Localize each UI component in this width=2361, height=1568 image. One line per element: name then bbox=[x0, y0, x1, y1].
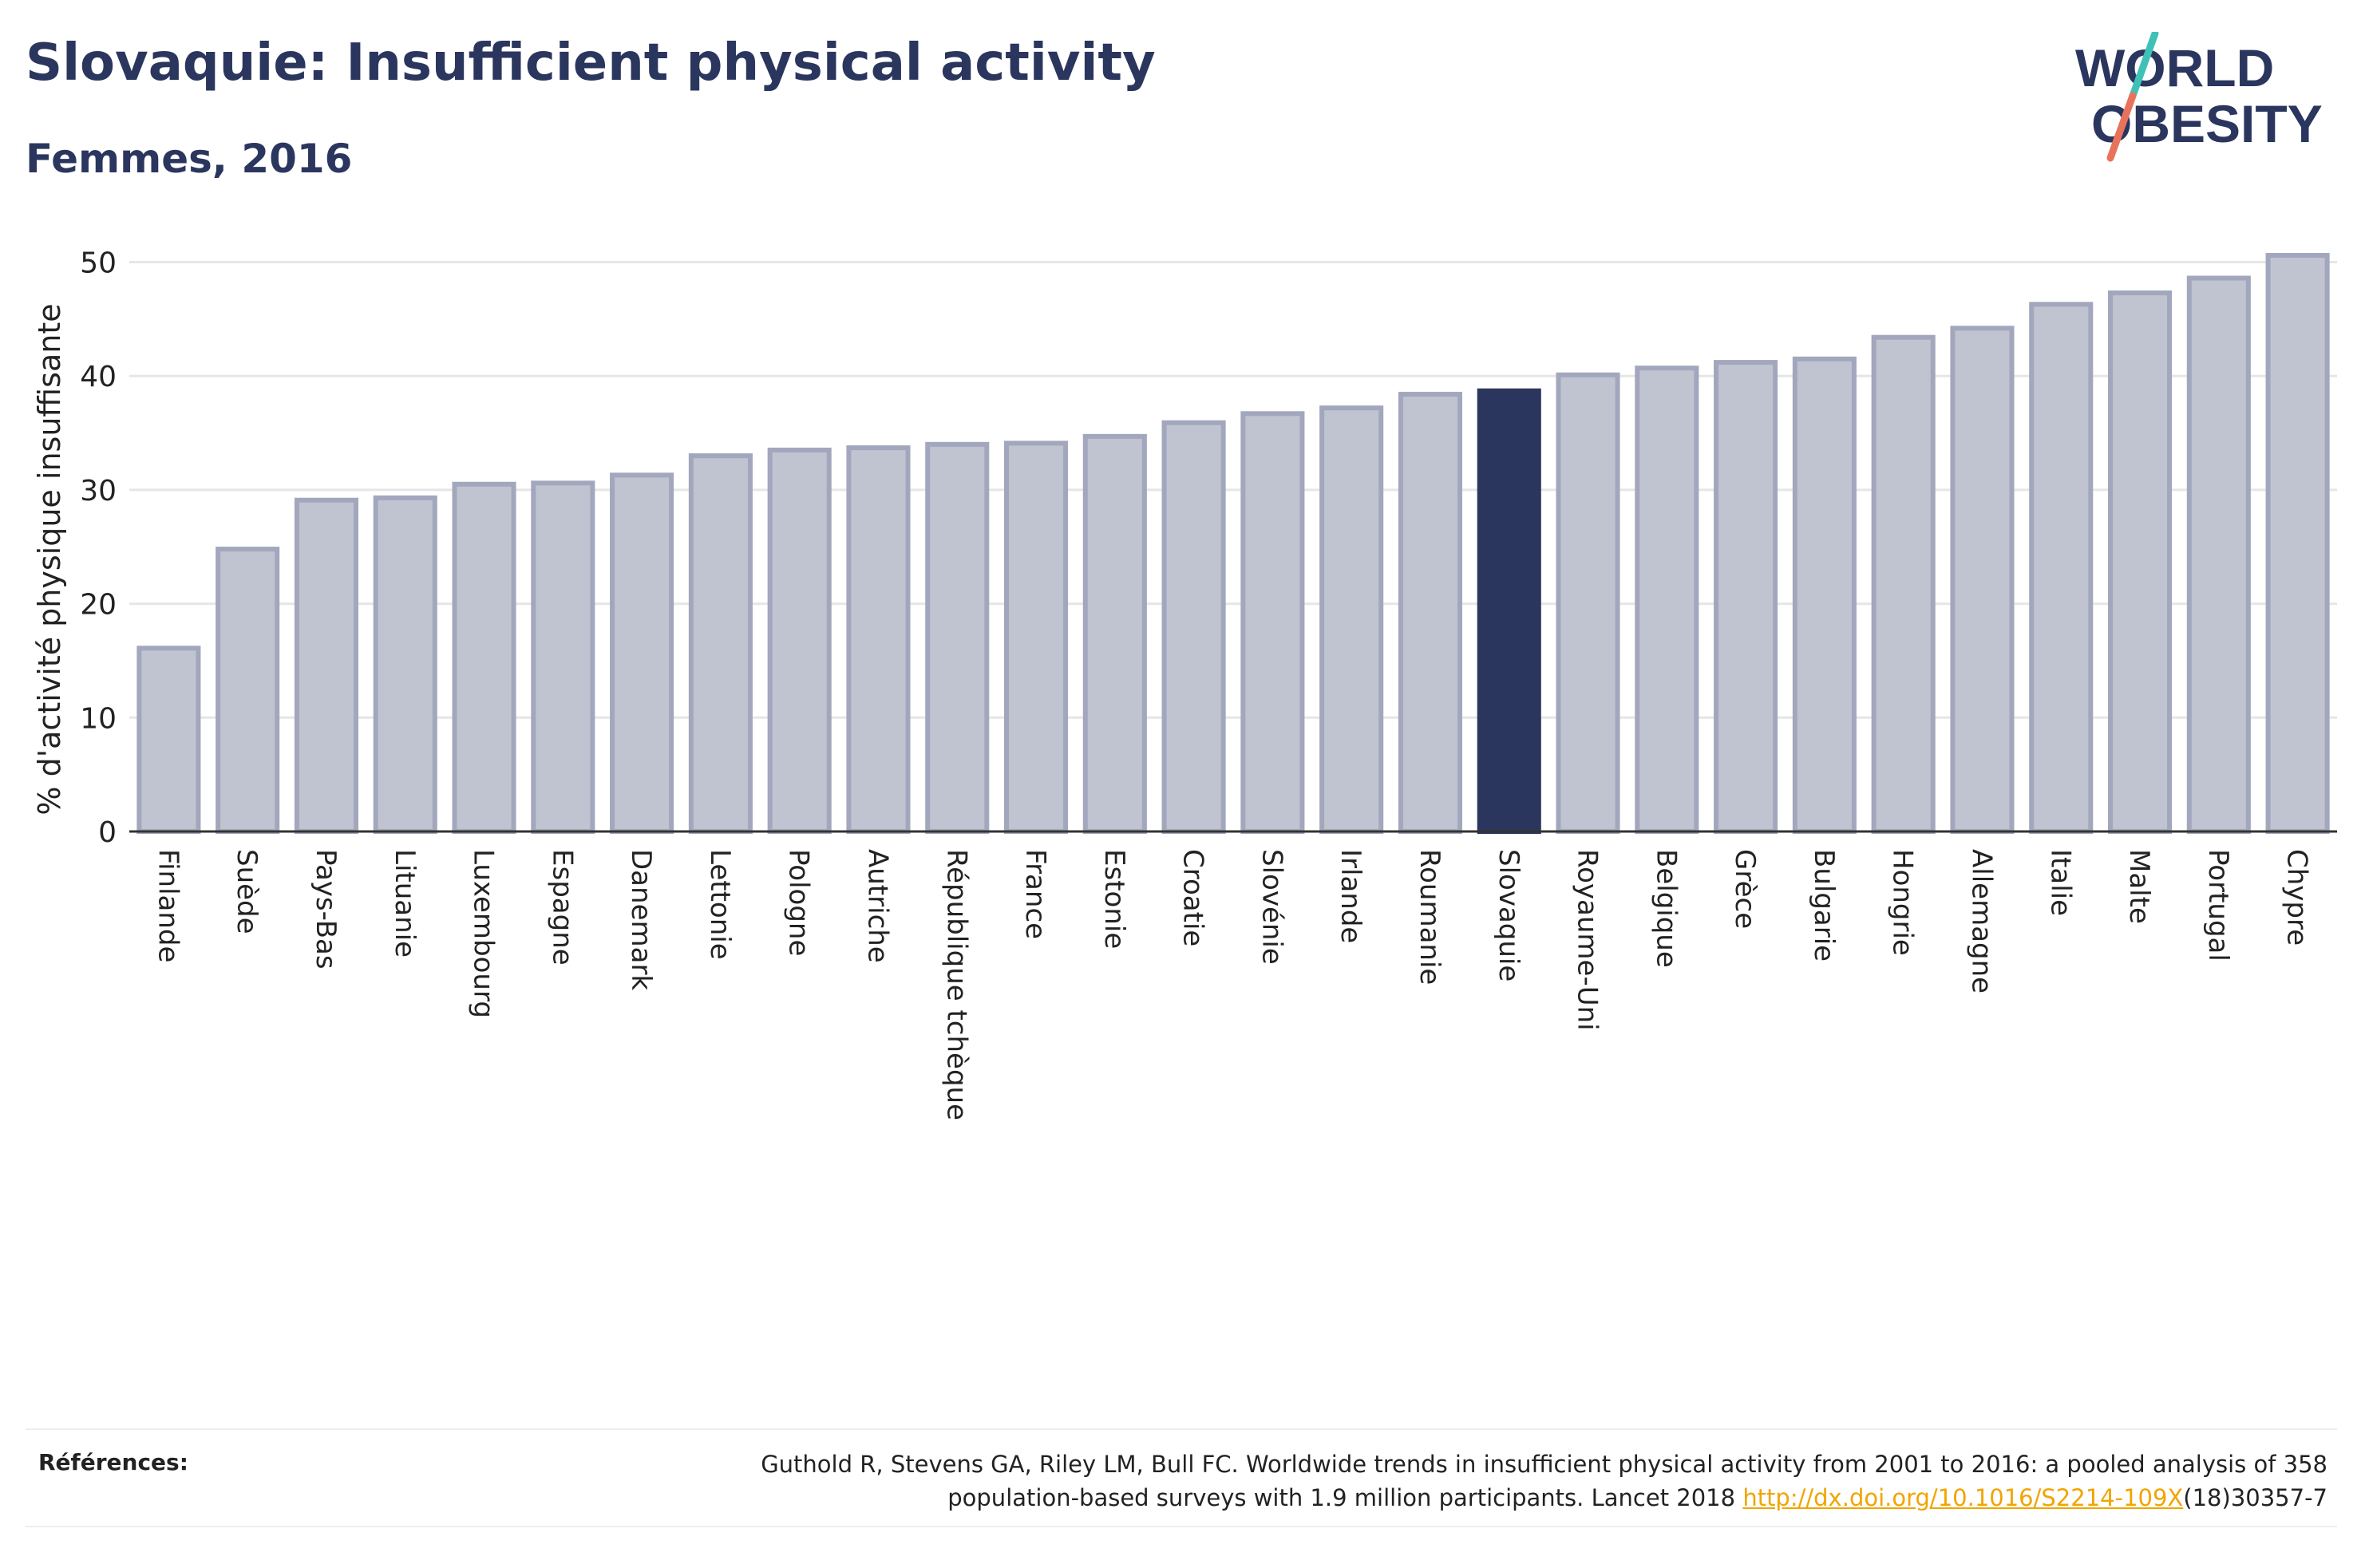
bar-luxembourg bbox=[452, 481, 516, 834]
bar-france bbox=[1003, 440, 1069, 835]
reference-doi-link[interactable]: http://dx.doi.org/10.1016/S2214-109X bbox=[1742, 1484, 2184, 1511]
chart-title: Slovaquie: Insufficient physical activit… bbox=[26, 34, 1156, 93]
bar-espagne bbox=[531, 480, 595, 834]
bar-finlande bbox=[136, 646, 201, 834]
x-tick-label: Italie bbox=[2044, 849, 2076, 916]
x-tick-label: Bulgarie bbox=[1808, 849, 1840, 962]
x-tick-label: Finlande bbox=[152, 849, 184, 962]
bar-autriche bbox=[846, 445, 911, 835]
reference-line2: population-based surveys with 1.9 millio… bbox=[947, 1484, 1743, 1511]
x-tick-label: Luxembourg bbox=[468, 849, 500, 1018]
x-tick-label: Hongrie bbox=[1887, 849, 1919, 956]
reference-line1: Guthold R, Stevens GA, Riley LM, Bull FC… bbox=[761, 1451, 2327, 1478]
bar-slov-nie bbox=[1240, 411, 1305, 834]
x-tick-label: Chypre bbox=[2281, 849, 2313, 946]
x-tick-label: Grèce bbox=[1729, 849, 1761, 929]
y-tick-label: 10 bbox=[80, 702, 117, 735]
x-tick-label: Irlande bbox=[1335, 849, 1366, 943]
references-box: Références: Guthold R, Stevens GA, Riley… bbox=[26, 1428, 2337, 1527]
bar-lituanie bbox=[373, 495, 437, 835]
x-tick-label: Roumanie bbox=[1414, 849, 1445, 985]
bars bbox=[136, 252, 2330, 835]
x-tick-label: Estonie bbox=[1098, 849, 1130, 949]
bar-italie bbox=[2029, 302, 2094, 835]
x-tick-label: Pologne bbox=[783, 849, 815, 956]
y-tick-label: 0 bbox=[98, 816, 117, 849]
y-axis-label: % d'activité physique insuffisante bbox=[32, 303, 67, 815]
bar-bulgarie bbox=[1792, 356, 1857, 835]
references-label: Références: bbox=[38, 1449, 188, 1475]
bar-gr-ce bbox=[1714, 360, 1778, 835]
references-text: Guthold R, Stevens GA, Riley LM, Bull FC… bbox=[571, 1448, 2327, 1515]
bar-slovaquie bbox=[1477, 388, 1541, 834]
bar-belgique bbox=[1635, 365, 1699, 834]
bar-lettonie bbox=[688, 453, 753, 834]
x-tick-label: Lettonie bbox=[704, 849, 736, 960]
bar-r-publique-tch-que bbox=[925, 441, 990, 834]
bar-allemagne bbox=[1950, 326, 2015, 834]
x-tick-label: Espagne bbox=[546, 849, 578, 966]
x-tick-label: Belgique bbox=[1650, 849, 1682, 968]
bar-hongrie bbox=[1871, 334, 1936, 834]
x-tick-label: Slovénie bbox=[1256, 849, 1287, 965]
y-tick-labels: 0 10 20 30 40 50 bbox=[80, 247, 117, 849]
world-obesity-logo: WORLD OBESITY bbox=[2075, 32, 2323, 162]
bar-royaume-uni bbox=[1556, 372, 1620, 834]
bar-estonie bbox=[1082, 433, 1147, 834]
logo-line1: WORLD bbox=[2075, 38, 2274, 97]
x-tick-label: Suède bbox=[231, 849, 263, 934]
x-tick-label: Slovaquie bbox=[1493, 849, 1525, 981]
bar-malte bbox=[2107, 290, 2173, 835]
bar-su-de bbox=[216, 547, 280, 834]
bar-roumanie bbox=[1398, 392, 1463, 834]
bar-danemark bbox=[610, 472, 674, 834]
x-tick-label: Lituanie bbox=[389, 849, 421, 958]
x-tick-label: République tchèque bbox=[940, 849, 972, 1120]
bar-portugal bbox=[2186, 275, 2251, 834]
x-tick-label: Royaume-Uni bbox=[1572, 849, 1604, 1031]
y-tick-label: 40 bbox=[80, 361, 117, 393]
y-tick-label: 30 bbox=[80, 475, 117, 508]
x-tick-label: Autriche bbox=[861, 849, 893, 963]
bar-pays-bas bbox=[294, 497, 359, 834]
x-tick-label: France bbox=[1019, 849, 1051, 939]
bar-croatie bbox=[1161, 420, 1226, 834]
bar-irlande bbox=[1319, 405, 1384, 834]
x-tick-labels: Finlande Suède Pays-Bas Lituanie Luxembourg E… bbox=[152, 849, 2312, 1120]
x-tick-label: Danemark bbox=[625, 849, 657, 990]
reference-line2-end: (18)30357-7 bbox=[2183, 1484, 2327, 1511]
chart-subtitle: Femmes, 2016 bbox=[26, 136, 353, 182]
bar-chypre bbox=[2265, 252, 2330, 834]
y-tick-label: 50 bbox=[80, 247, 117, 280]
x-tick-label: Malte bbox=[2123, 849, 2155, 924]
x-tick-label: Portugal bbox=[2202, 849, 2234, 962]
x-tick-label: Pays-Bas bbox=[310, 849, 342, 970]
x-tick-label: Allemagne bbox=[1965, 849, 1997, 993]
x-tick-label: Croatie bbox=[1177, 849, 1209, 946]
y-tick-label: 20 bbox=[80, 589, 117, 622]
bar-pologne bbox=[767, 447, 832, 834]
bar-chart: 0 10 20 30 40 50 Finlande Suède Pays-Bas Lituani… bbox=[32, 247, 2337, 1120]
